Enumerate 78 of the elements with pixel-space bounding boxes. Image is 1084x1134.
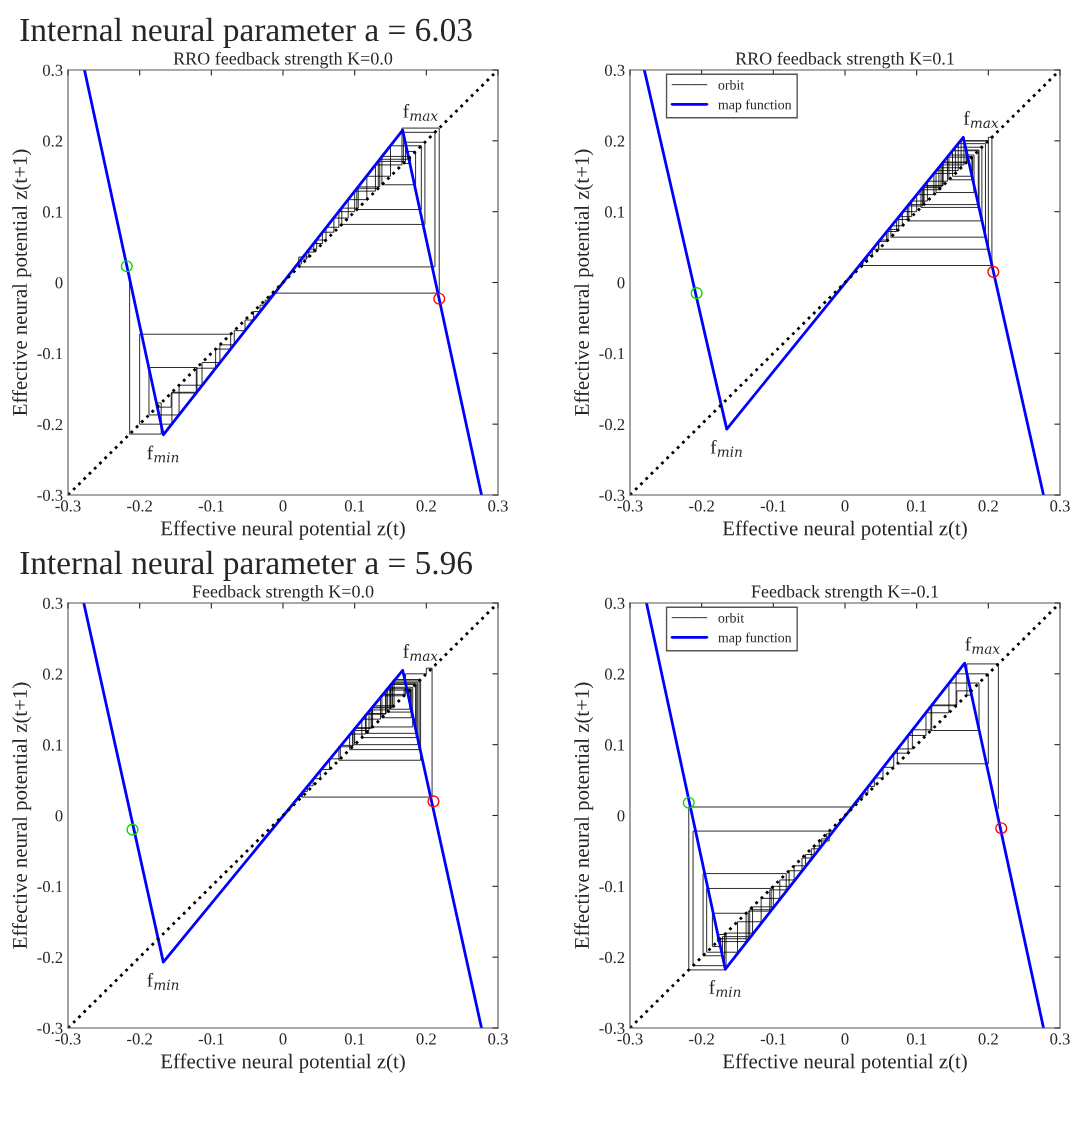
y-tick-label: -0.3	[37, 489, 63, 502]
y-tick-label: 0.1	[604, 739, 625, 751]
y-axis-title: Effective neural potential z(t+1)	[12, 682, 32, 949]
x-axis-title: Effective neural potential z(t)	[160, 520, 405, 540]
annotation: f$_{min}$	[710, 439, 742, 457]
x-tick-label: 0.3	[1050, 500, 1070, 512]
y-tick-label: 0.3	[42, 597, 63, 610]
x-tick-label: 0.3	[488, 1033, 508, 1045]
y-axis-title: Effective neural potential z(t+1)	[12, 149, 32, 416]
legend-label: map function	[718, 99, 792, 113]
y-tick-label: -0.3	[599, 1022, 625, 1035]
x-tick-label: 0.2	[978, 1033, 998, 1045]
x-axis-title: Effective neural potential z(t)	[722, 520, 967, 540]
y-axis-title: Effective neural potential z(t+1)	[574, 149, 594, 416]
x-tick-label: 0	[279, 500, 287, 512]
y-tick-label: -0.2	[599, 951, 625, 964]
x-tick-label: -0.1	[198, 1033, 224, 1045]
annotation: f$_{max}$	[963, 111, 999, 128]
x-tick-label: 0.2	[978, 500, 998, 512]
x-tick-label: 0.3	[488, 500, 508, 512]
x-axis-title: Effective neural potential z(t)	[160, 1053, 405, 1073]
legend-label: map function	[718, 632, 792, 646]
chart-subtitle: RRO feedback strength K=0.1	[735, 51, 954, 69]
y-tick-label: 0	[55, 810, 63, 822]
x-tick-label: 0.1	[906, 500, 927, 512]
annotation: f$_{max}$	[403, 103, 438, 121]
x-tick-label: -0.2	[127, 500, 152, 512]
x-tick-label: 0	[841, 1033, 849, 1045]
x-axis-title: Effective neural potential z(t)	[722, 1053, 967, 1073]
y-tick-label: 0	[617, 277, 625, 289]
chart-subtitle: RRO feedback strength K=0.0	[173, 51, 393, 69]
x-tick-label: -0.1	[198, 500, 224, 512]
y-tick-label: 0.1	[42, 206, 63, 218]
x-tick-label: -0.2	[689, 500, 714, 512]
x-tick-label: 0.2	[416, 1033, 436, 1045]
y-tick-label: -0.2	[37, 951, 63, 964]
y-tick-label: 0.3	[604, 597, 625, 610]
y-tick-label: -0.3	[37, 1022, 63, 1035]
annotation: f$_{min}$	[709, 980, 741, 997]
x-tick-label: 0.2	[416, 500, 436, 512]
y-tick-label: -0.3	[599, 489, 625, 502]
chart-title: Internal neural parameter a = 5.96	[20, 550, 472, 581]
y-tick-label: 0.1	[604, 206, 625, 218]
y-tick-label: 0.3	[42, 64, 63, 77]
y-axis-title: Effective neural potential z(t+1)	[574, 682, 594, 949]
x-tick-label: -0.2	[689, 1033, 714, 1045]
annotation: f$_{min}$	[147, 445, 179, 463]
x-tick-label: 0.1	[906, 1033, 927, 1045]
y-tick-label: -0.1	[599, 881, 625, 893]
y-tick-label: -0.2	[37, 418, 63, 431]
annotation: f$_{min}$	[147, 972, 179, 990]
annotation: f$_{max}$	[965, 636, 1000, 654]
x-tick-label: 0.3	[1050, 1033, 1070, 1045]
y-tick-label: -0.1	[37, 881, 63, 893]
x-tick-label: -0.1	[760, 1033, 786, 1045]
legend-label: orbit	[718, 79, 745, 90]
y-tick-label: -0.2	[599, 418, 625, 431]
y-tick-label: 0.2	[42, 668, 63, 680]
y-tick-label: 0.2	[604, 668, 625, 680]
y-tick-label: 0	[617, 810, 625, 822]
y-tick-label: -0.1	[599, 348, 625, 360]
legend-label: orbit	[718, 612, 745, 623]
chart-title: Internal neural parameter a = 6.03	[20, 17, 472, 48]
y-tick-label: 0	[55, 277, 63, 289]
x-tick-label: 0	[841, 500, 849, 512]
x-tick-label: -0.2	[127, 1033, 152, 1045]
y-tick-label: -0.1	[37, 348, 63, 360]
y-tick-label: 0.2	[604, 135, 625, 147]
annotation: f$_{max}$	[403, 644, 438, 661]
x-tick-label: 0.1	[344, 1033, 365, 1045]
x-tick-label: 0	[279, 1033, 287, 1045]
y-tick-label: 0.3	[604, 64, 625, 77]
x-tick-label: -0.1	[760, 500, 786, 512]
chart-subtitle: Feedback strength K=-0.1	[751, 584, 939, 602]
y-tick-label: 0.2	[42, 135, 63, 147]
x-tick-label: 0.1	[344, 500, 365, 512]
chart-subtitle: Feedback strength K=0.0	[192, 584, 374, 602]
y-tick-label: 0.1	[42, 739, 63, 751]
